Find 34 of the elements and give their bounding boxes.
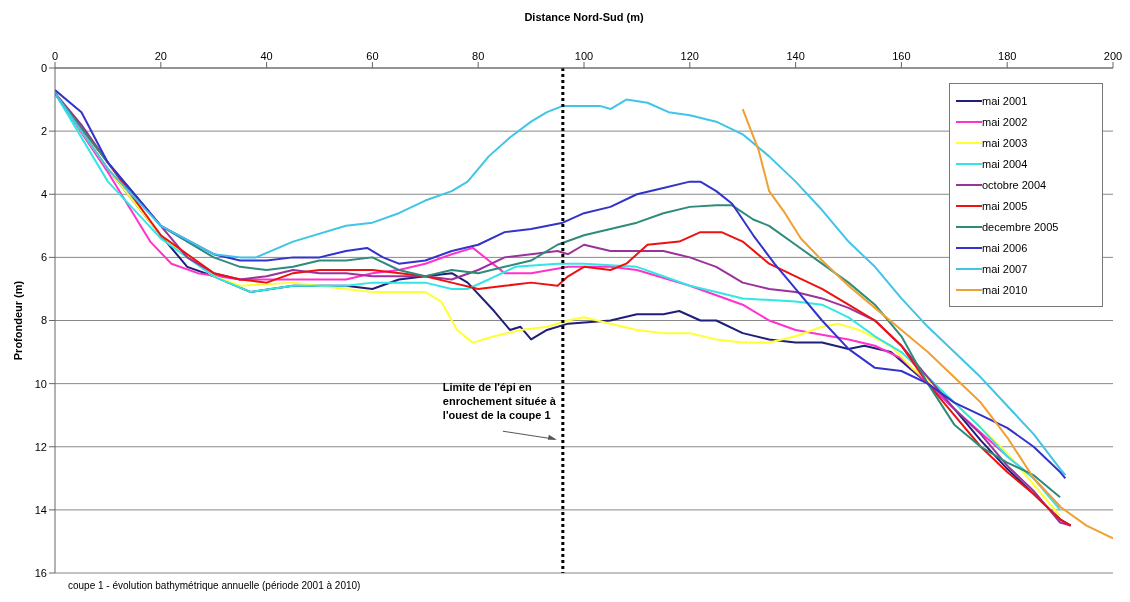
legend-label: mai 2005: [982, 199, 1028, 212]
legend-label: mai 2010: [982, 283, 1028, 296]
legend-label: decembre 2005: [982, 220, 1059, 233]
y-tick-label: 14: [34, 503, 47, 516]
y-tick-label: 8: [40, 314, 47, 327]
x-tick-label: 40: [260, 50, 273, 62]
ref-line-label: Limite de l'épi en enrochement située à l'ouest de la coupe 1: [442, 381, 557, 422]
y-tick-label: 10: [34, 377, 47, 390]
x-tick-label: 80: [472, 50, 485, 62]
x-tick-label: 160: [892, 50, 911, 62]
y-tick-label: 4: [40, 188, 47, 201]
x-tick-label: 140: [786, 50, 805, 62]
x-tick-label: 180: [998, 50, 1017, 62]
y-axis-title: Profondeur (m): [11, 280, 24, 361]
x-tick-label: 60: [366, 50, 379, 62]
legend-label: octobre 2004: [982, 178, 1047, 191]
y-tick-label: 16: [34, 566, 47, 579]
y-tick-label: 2: [40, 125, 47, 138]
legend-label: mai 2007: [982, 262, 1028, 275]
x-tick-label: 100: [574, 50, 594, 62]
legend-label: mai 2003: [982, 136, 1028, 149]
legend-label: mai 2006: [982, 241, 1028, 254]
x-tick-label: 120: [680, 50, 699, 62]
legend-label: mai 2001: [982, 94, 1028, 107]
x-tick-label: 200: [1103, 50, 1123, 62]
x-tick-label: 20: [154, 50, 167, 62]
text: coupe 1 - évolution bathymétrique annuelle (période 2001 à 2010): [68, 580, 362, 591]
y-tick-label: 0: [40, 61, 47, 74]
y-tick-label: 6: [40, 251, 47, 264]
x-axis-title: Distance Nord-Sud (m): [524, 10, 644, 23]
y-tick-label: 12: [34, 440, 47, 453]
legend-label: mai 2004: [982, 157, 1028, 170]
legend-label: mai 2002: [982, 115, 1028, 128]
x-tick-label: 0: [51, 50, 59, 62]
